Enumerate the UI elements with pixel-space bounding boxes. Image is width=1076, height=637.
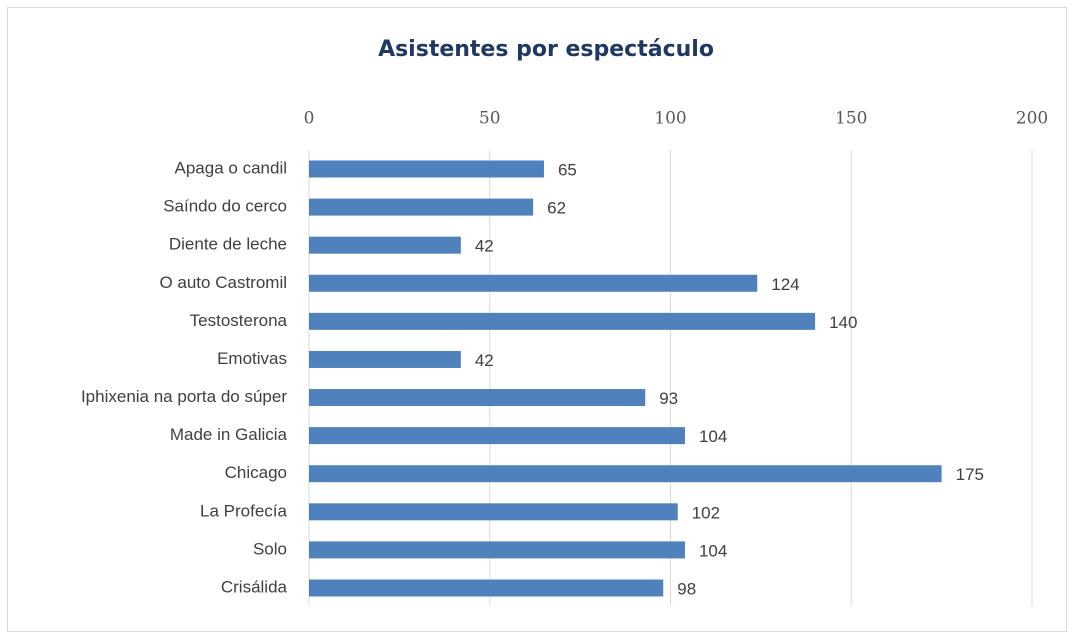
y-tick-label: Made in Galicia: [170, 425, 288, 444]
y-tick-label: Solo: [253, 539, 287, 558]
x-tick-label: 50: [479, 109, 501, 129]
bar: [309, 160, 544, 178]
value-label: 42: [475, 237, 494, 256]
x-tick-label: 0: [304, 109, 315, 129]
bar: [309, 541, 685, 559]
value-label: 175: [956, 465, 984, 484]
bar: [309, 236, 461, 254]
y-tick-label: La Profecía: [200, 501, 287, 520]
bar: [309, 350, 461, 368]
x-tick-label: 150: [835, 109, 867, 129]
value-label: 140: [829, 313, 857, 332]
y-tick-label: Diente de leche: [169, 235, 287, 254]
bar: [309, 274, 758, 292]
value-label: 104: [699, 427, 727, 446]
y-tick-label: Emotivas: [217, 349, 287, 368]
bar: [309, 312, 816, 330]
bar: [309, 389, 646, 407]
x-tick-label: 100: [654, 109, 686, 129]
y-tick-label: Iphixenia na porta do súper: [81, 387, 287, 406]
value-label: 124: [771, 275, 799, 294]
bar: [309, 465, 942, 483]
value-label: 98: [677, 579, 696, 598]
y-tick-label: Saíndo do cerco: [163, 197, 287, 216]
x-tick-label: 200: [1016, 109, 1048, 129]
y-tick-label: Testosterona: [190, 311, 288, 330]
bar: [309, 579, 664, 597]
value-label: 65: [558, 160, 577, 179]
bar: [309, 427, 685, 445]
value-label: 102: [692, 503, 720, 522]
chart-title: Asistentes por espectáculo: [378, 37, 714, 62]
value-label: 93: [659, 389, 678, 408]
value-label: 104: [699, 541, 727, 560]
value-label: 62: [547, 199, 566, 218]
value-label: 42: [475, 351, 494, 370]
y-tick-label: Crisálida: [221, 577, 288, 596]
bar: [309, 503, 678, 521]
y-tick-label: O auto Castromil: [159, 273, 287, 292]
bar: [309, 198, 534, 216]
y-tick-label: Apaga o candil: [175, 158, 287, 177]
y-tick-label: Chicago: [225, 463, 287, 482]
